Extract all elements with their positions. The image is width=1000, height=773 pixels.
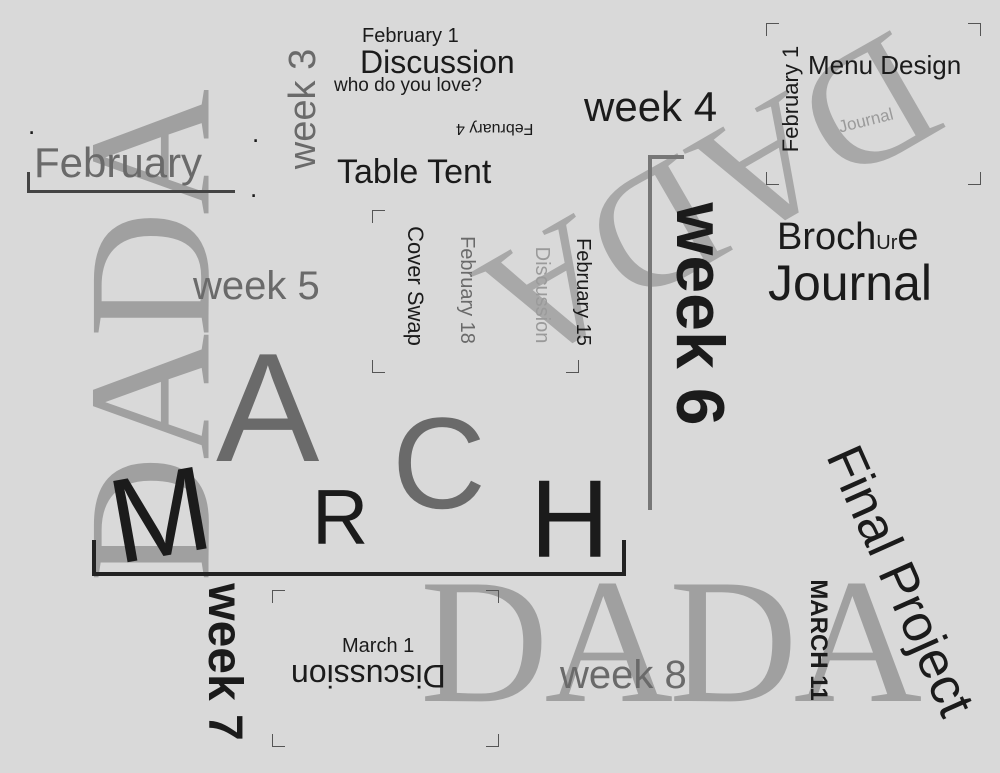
feb1-discussion-subtitle: who do you love? [334, 75, 482, 96]
week4-label: week 4 [584, 86, 717, 128]
brochure-part-1: Broc [777, 216, 856, 258]
week6-gray-rule-top [648, 155, 684, 159]
march-bracket-bottom [92, 572, 626, 576]
feb4-date: February 4 [456, 120, 534, 137]
week7-label: week 7 [198, 562, 251, 762]
march-letter-a: A [216, 321, 320, 494]
brochure-part-3: U [876, 232, 891, 254]
feb15-date: February 15 [572, 238, 594, 346]
table-tent-label: Table Tent [337, 153, 492, 191]
march1-corner-tr [486, 590, 499, 603]
feb15-discussion: Discussion [531, 246, 553, 344]
brochure-label: BrochUre [777, 218, 919, 256]
brochure-part-2: h [855, 216, 877, 258]
week5-label: week 5 [193, 264, 320, 308]
march-letter-h: H [530, 458, 610, 581]
feb1-menu-date: February 1 [778, 45, 803, 153]
week4-text: week 4 [584, 83, 718, 130]
february-dot-2: . [252, 118, 260, 148]
february-bracket-bottom [27, 190, 235, 193]
week7-text: week 7 [198, 583, 251, 741]
feb18-date: February 18 [456, 236, 478, 344]
march1-corner-br [486, 734, 499, 747]
cover-corner-br [566, 360, 579, 373]
march-letter-r: R [312, 473, 369, 561]
menu-corner-tr [968, 23, 981, 36]
february-label: February [34, 139, 203, 186]
menu-corner-bl [766, 172, 779, 185]
march1-date: March 1 [342, 635, 415, 657]
march-bracket-right [622, 540, 626, 576]
week8-label: week 8 [560, 653, 687, 697]
february-dot-3: . [250, 173, 258, 203]
week6-gray-rule [648, 155, 652, 510]
menu-corner-br [968, 172, 981, 185]
week6-label: week 6 [662, 149, 738, 479]
feb1-discussion-title: Discussion [360, 44, 515, 80]
brochure-part-4: r [890, 232, 898, 254]
february-dot-1: . [28, 110, 36, 140]
cover-corner-bl [372, 360, 385, 373]
march-letter-c: C [392, 390, 486, 536]
cover-corner-tl [372, 210, 385, 223]
menu-design-label: Menu Design [808, 50, 962, 80]
dada-bottom-word: DADA [420, 542, 922, 740]
menu-corner-tl [766, 23, 779, 36]
march1-corner-bl [272, 734, 285, 747]
february-bracket-left [27, 172, 30, 193]
brochure-part-5: e [897, 216, 919, 258]
week3-label: week 3 [282, 48, 324, 170]
week6-text: week 6 [662, 202, 738, 426]
cover-swap-label: Cover Swap [403, 226, 428, 346]
journal-label: Journal [768, 255, 932, 311]
march1-corner-tl [272, 590, 285, 603]
march-bracket-left [92, 540, 96, 576]
march1-discussion: Discussion [291, 658, 446, 694]
march11-label: MARCH 11 [805, 579, 832, 701]
feb1-date: February 1 [362, 25, 459, 47]
